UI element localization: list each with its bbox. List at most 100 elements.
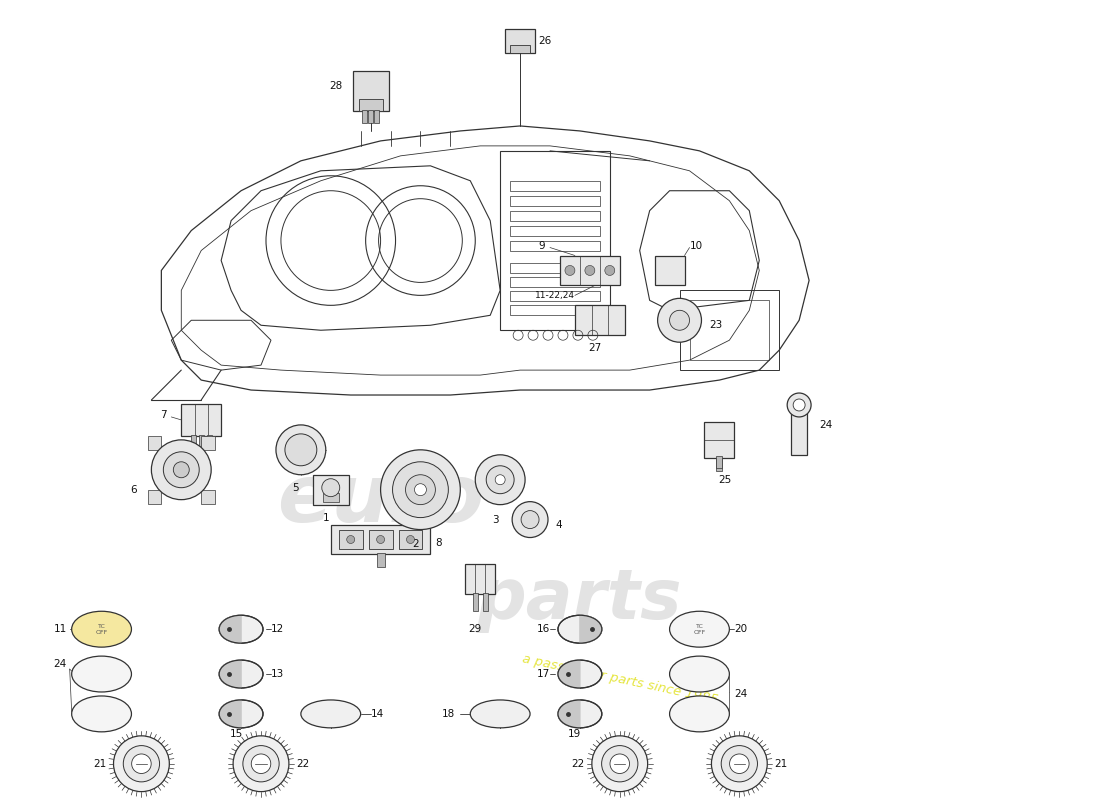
Circle shape xyxy=(346,535,354,543)
Ellipse shape xyxy=(670,611,729,647)
Text: parts: parts xyxy=(477,566,683,633)
Circle shape xyxy=(513,502,548,538)
Polygon shape xyxy=(219,700,241,728)
Bar xyxy=(376,554,385,567)
Bar xyxy=(312,474,349,505)
Text: 17: 17 xyxy=(537,669,550,679)
Polygon shape xyxy=(558,700,580,728)
Bar xyxy=(560,255,619,286)
Bar xyxy=(182,404,221,436)
Bar xyxy=(510,306,600,315)
Bar xyxy=(374,110,379,123)
Bar xyxy=(368,530,393,550)
Text: 11-22,24: 11-22,24 xyxy=(535,291,575,300)
Circle shape xyxy=(495,474,505,485)
Circle shape xyxy=(393,462,449,518)
Circle shape xyxy=(174,462,189,478)
Ellipse shape xyxy=(558,615,602,643)
Circle shape xyxy=(322,478,340,497)
Ellipse shape xyxy=(670,696,729,732)
Bar xyxy=(510,263,600,274)
Bar xyxy=(654,255,684,286)
Text: 22: 22 xyxy=(572,758,585,769)
Circle shape xyxy=(406,474,436,505)
Bar xyxy=(331,525,430,554)
Bar xyxy=(704,422,735,458)
Bar xyxy=(201,436,214,450)
Bar xyxy=(791,410,807,455)
Circle shape xyxy=(113,736,169,792)
Ellipse shape xyxy=(72,656,132,692)
Circle shape xyxy=(729,754,749,774)
Polygon shape xyxy=(580,615,602,643)
Bar xyxy=(147,436,162,450)
Text: 21: 21 xyxy=(774,758,788,769)
Circle shape xyxy=(788,393,811,417)
Bar xyxy=(575,306,625,335)
Text: a passion for parts since 1985: a passion for parts since 1985 xyxy=(520,652,719,706)
Text: TC
OFF: TC OFF xyxy=(96,624,108,634)
Bar xyxy=(368,110,373,123)
Circle shape xyxy=(381,450,460,530)
Circle shape xyxy=(132,754,151,774)
Text: 16: 16 xyxy=(537,624,550,634)
Bar xyxy=(680,290,779,370)
Circle shape xyxy=(670,310,690,330)
Circle shape xyxy=(712,736,767,792)
Bar xyxy=(510,278,600,287)
Bar xyxy=(473,594,477,611)
Text: 23: 23 xyxy=(710,320,723,330)
Text: 13: 13 xyxy=(271,669,284,679)
Bar xyxy=(510,210,600,221)
Bar xyxy=(207,435,211,448)
Ellipse shape xyxy=(558,700,602,728)
Bar xyxy=(505,30,535,54)
Text: 18: 18 xyxy=(442,709,455,719)
Circle shape xyxy=(605,266,615,275)
Bar xyxy=(510,181,600,190)
Text: 21: 21 xyxy=(94,758,107,769)
Bar xyxy=(398,530,422,550)
Circle shape xyxy=(658,298,702,342)
Circle shape xyxy=(276,425,326,474)
Circle shape xyxy=(163,452,199,488)
Text: 6: 6 xyxy=(130,485,136,494)
Circle shape xyxy=(602,746,638,782)
Circle shape xyxy=(722,746,758,782)
Circle shape xyxy=(415,484,427,496)
Bar xyxy=(353,71,388,111)
Ellipse shape xyxy=(471,700,530,728)
Text: euro: euro xyxy=(277,461,484,538)
Text: 11: 11 xyxy=(54,624,67,634)
Text: 27: 27 xyxy=(588,343,602,353)
Bar xyxy=(199,435,204,448)
Bar xyxy=(190,435,196,448)
Circle shape xyxy=(285,434,317,466)
Text: 12: 12 xyxy=(271,624,284,634)
Circle shape xyxy=(123,746,160,782)
Circle shape xyxy=(376,535,385,543)
Circle shape xyxy=(486,466,514,494)
Bar xyxy=(201,490,214,503)
Text: 24: 24 xyxy=(820,420,833,430)
Bar xyxy=(510,291,600,302)
Text: 14: 14 xyxy=(371,709,384,719)
Circle shape xyxy=(152,440,211,500)
Text: 5: 5 xyxy=(293,482,299,493)
Circle shape xyxy=(521,510,539,529)
Bar xyxy=(465,565,495,594)
Bar xyxy=(339,530,363,550)
Bar xyxy=(359,99,383,111)
Circle shape xyxy=(243,746,279,782)
Polygon shape xyxy=(558,660,580,688)
Circle shape xyxy=(407,535,415,543)
Ellipse shape xyxy=(219,615,263,643)
Bar xyxy=(690,300,769,360)
Text: 10: 10 xyxy=(690,241,703,250)
Bar xyxy=(147,490,162,503)
Text: 24: 24 xyxy=(54,659,67,669)
Circle shape xyxy=(565,266,575,275)
Text: 4: 4 xyxy=(556,519,562,530)
Text: 3: 3 xyxy=(492,514,498,525)
Bar xyxy=(510,196,600,206)
